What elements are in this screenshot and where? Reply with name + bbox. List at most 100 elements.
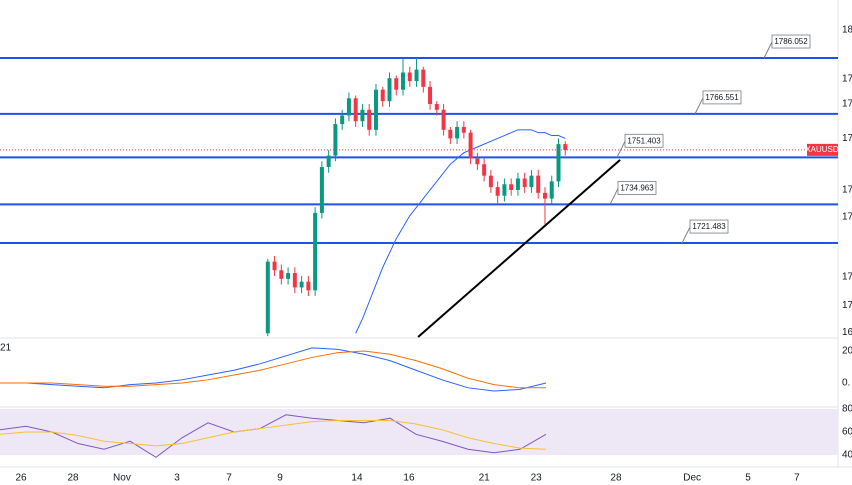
level-label-box bbox=[771, 34, 811, 49]
x-tick-label: 26 bbox=[15, 473, 27, 484]
level-label: 1734.963 bbox=[620, 184, 654, 193]
candle-body bbox=[373, 89, 378, 130]
candle-body bbox=[265, 261, 270, 334]
candle-body bbox=[387, 78, 392, 102]
candle-body bbox=[407, 72, 412, 82]
y-tick-label: 17 bbox=[842, 185, 852, 196]
y-tick-label: 20 bbox=[842, 346, 852, 357]
candle-body bbox=[367, 109, 372, 130]
indicator-line bbox=[0, 347, 547, 392]
candle-body bbox=[286, 273, 291, 279]
level-label-box bbox=[702, 90, 742, 105]
level-label-box bbox=[624, 133, 664, 148]
x-tick-label: 28 bbox=[67, 473, 79, 484]
x-tick-label: 21 bbox=[479, 473, 491, 484]
level-label: 1721.483 bbox=[692, 222, 726, 231]
candle-body bbox=[448, 129, 453, 139]
band bbox=[0, 408, 838, 456]
y-tick-label: 60 bbox=[842, 427, 852, 438]
y-tick-label: 17 bbox=[842, 272, 852, 283]
candle-body bbox=[319, 167, 324, 213]
x-tick-label: 23 bbox=[531, 473, 543, 484]
level-label-box bbox=[617, 181, 657, 195]
candle-body bbox=[428, 86, 433, 105]
y-tick-label: 80 bbox=[842, 404, 852, 415]
candle-body bbox=[434, 104, 439, 110]
candle-body bbox=[353, 98, 358, 122]
level-leader bbox=[763, 41, 773, 59]
candle-body bbox=[455, 126, 460, 139]
x-tick-label: 3 bbox=[174, 473, 180, 484]
candle-body bbox=[326, 155, 331, 168]
moving-average bbox=[355, 129, 566, 334]
candle-body bbox=[306, 281, 311, 291]
x-tick-label: 14 bbox=[351, 473, 363, 484]
candle-body bbox=[394, 78, 399, 90]
candle-body bbox=[468, 132, 473, 159]
level-label: 1766.551 bbox=[705, 93, 739, 102]
symbol-tag: XAUUSD bbox=[805, 145, 839, 154]
x-tick-label: Dec bbox=[683, 473, 701, 484]
level-leader bbox=[681, 226, 691, 244]
x-tick-label: Nov bbox=[113, 473, 131, 484]
candle-body bbox=[292, 273, 297, 288]
candle-body bbox=[556, 144, 561, 182]
level-leader bbox=[609, 188, 619, 205]
candle-body bbox=[360, 109, 365, 122]
candle-body bbox=[475, 158, 480, 165]
y-tick-label: 40 bbox=[842, 450, 852, 461]
candle-body bbox=[313, 212, 318, 291]
candle-body bbox=[488, 175, 493, 188]
x-tick-label: 16 bbox=[403, 473, 415, 484]
level-leader bbox=[616, 141, 626, 158]
x-tick-label: 7 bbox=[226, 473, 232, 484]
y-tick-label: 0. bbox=[842, 378, 850, 389]
y-tick-label: 17 bbox=[842, 300, 852, 311]
x-tick-label: 28 bbox=[610, 473, 622, 484]
candle-body bbox=[563, 144, 568, 150]
y-tick-label: 18 bbox=[842, 25, 852, 36]
candle-body bbox=[340, 115, 345, 125]
candle-body bbox=[441, 109, 446, 130]
level-label: 1751.403 bbox=[627, 136, 661, 145]
level-label: 1786.052 bbox=[774, 37, 808, 46]
candle-body bbox=[461, 126, 466, 133]
candle-body bbox=[549, 181, 554, 199]
candle-body bbox=[502, 184, 507, 196]
x-tick-label: 9 bbox=[277, 473, 283, 484]
candle-body bbox=[346, 98, 351, 116]
candle-body bbox=[536, 175, 541, 193]
y-tick-label: 17 bbox=[842, 99, 852, 110]
x-tick-label: 5 bbox=[745, 473, 751, 484]
y-tick-label: 17 bbox=[842, 74, 852, 85]
x-tick-label: 7 bbox=[794, 473, 800, 484]
candle-body bbox=[333, 124, 338, 156]
y-tick-label: 17 bbox=[842, 212, 852, 223]
candle-body bbox=[522, 178, 527, 188]
indicator-line bbox=[0, 420, 547, 450]
indicator-line bbox=[0, 414, 547, 458]
indicator-label: 21 bbox=[0, 343, 12, 354]
candle-body bbox=[495, 187, 500, 196]
candle-body bbox=[421, 69, 426, 87]
candle-body bbox=[542, 192, 547, 199]
level-label-box bbox=[689, 219, 729, 234]
trendline bbox=[417, 159, 621, 338]
candle-body bbox=[279, 270, 284, 279]
candle-body bbox=[482, 164, 487, 176]
candle-body bbox=[414, 69, 419, 82]
candle-body bbox=[509, 184, 514, 190]
y-tick-label: 17 bbox=[842, 133, 852, 144]
indicator-line bbox=[0, 350, 547, 389]
y-tick-label: 16 bbox=[842, 327, 852, 338]
candle-body bbox=[299, 281, 304, 288]
candle-body bbox=[529, 175, 534, 188]
candle-body bbox=[401, 72, 406, 90]
candle-body bbox=[272, 261, 277, 271]
level-leader bbox=[694, 97, 704, 115]
candle-body bbox=[380, 89, 385, 102]
symbol-tag-bg bbox=[807, 143, 838, 156]
candle-body bbox=[515, 178, 520, 190]
